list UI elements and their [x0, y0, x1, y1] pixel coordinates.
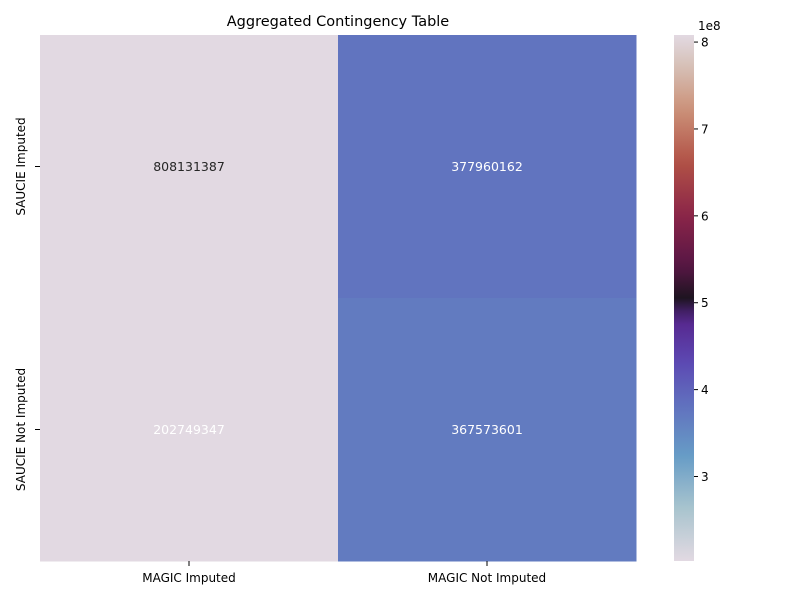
cell-value-label: 367573601 — [451, 422, 523, 437]
y-tick-label: SAUCIE Not Imputed — [14, 368, 28, 491]
y-axis: SAUCIE Imputed SAUCIE Not Imputed — [14, 117, 40, 491]
colorbar-ticks: 3 4 5 6 7 8 — [694, 36, 709, 484]
heatmap-cell — [40, 35, 339, 299]
cell-value-label: 808131387 — [153, 159, 225, 174]
colorbar: 3 4 5 6 7 8 1e8 — [674, 19, 721, 561]
heatmap-cell — [40, 298, 339, 562]
colorbar-tick-label: 6 — [701, 209, 709, 223]
x-tick-label: MAGIC Not Imputed — [428, 571, 546, 585]
x-tick-label: MAGIC Imputed — [142, 571, 236, 585]
heatmap-cell — [338, 35, 637, 299]
x-axis: MAGIC Imputed MAGIC Not Imputed — [142, 561, 546, 585]
chart-title: Aggregated Contingency Table — [227, 14, 450, 30]
colorbar-tick-label: 4 — [701, 383, 709, 397]
colorbar-tick-label: 8 — [701, 36, 709, 50]
heatmap-cell — [338, 298, 637, 562]
colorbar-tick-label: 5 — [701, 296, 709, 310]
colorbar-tick-label: 7 — [701, 122, 709, 136]
colorbar-gradient — [674, 35, 694, 561]
heatmap-cells: 808131387 377960162 202749347 367573601 — [40, 35, 637, 562]
colorbar-tick-label: 3 — [701, 470, 709, 484]
colorbar-scale-label: 1e8 — [698, 19, 721, 33]
cell-value-label: 202749347 — [153, 422, 225, 437]
y-tick-label: SAUCIE Imputed — [14, 117, 28, 215]
cell-value-label: 377960162 — [451, 159, 523, 174]
